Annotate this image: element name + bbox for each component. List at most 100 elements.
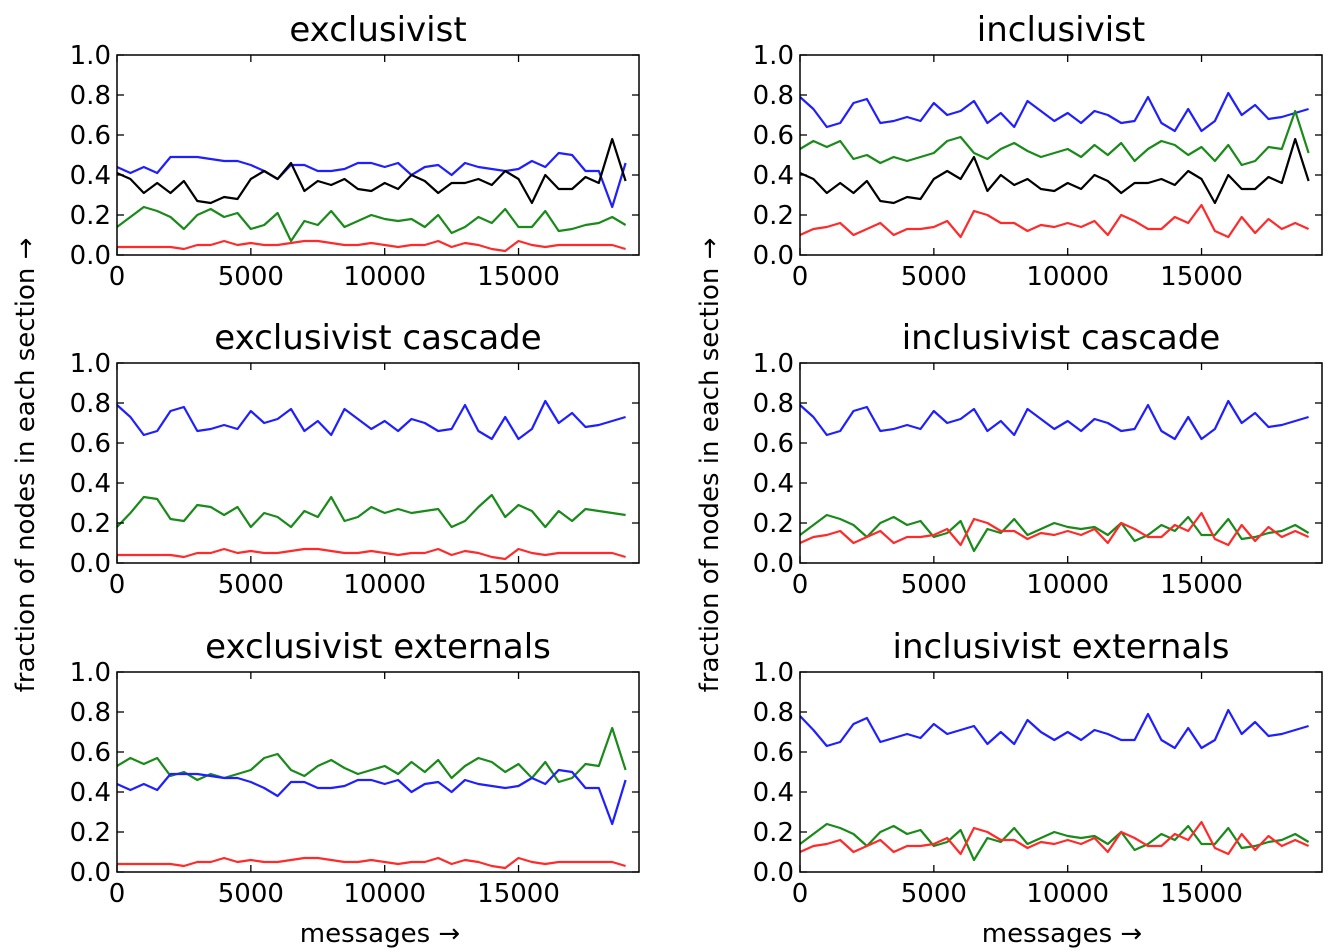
x-tick-label: 0 <box>792 879 809 909</box>
subplot-title: exclusivist externals <box>205 627 551 667</box>
x-tick-label: 5000 <box>901 879 967 909</box>
y-tick-label: 0.0 <box>753 549 794 579</box>
y-tick-label: 0.6 <box>753 429 794 459</box>
y-tick-label: 0.2 <box>70 509 111 539</box>
y-tick-label: 0.8 <box>70 81 111 111</box>
y-tick-label: 0.8 <box>753 81 794 111</box>
x-tick-label: 5000 <box>218 879 284 909</box>
x-tick-label: 10000 <box>343 570 426 600</box>
plot-frame <box>799 54 1323 256</box>
y-tick-label: 1.0 <box>753 41 794 71</box>
x-tick-label: 5000 <box>218 262 284 292</box>
series-line-green <box>116 726 627 784</box>
y-tick-label: 1.0 <box>70 41 111 71</box>
x-tick-label: 10000 <box>1026 262 1109 292</box>
series-line-blue <box>116 399 626 441</box>
x-axis-label-right: messages → <box>982 919 1142 949</box>
subplot-5: exclusivist externals 0.0 0.2 0.4 0.6 0.8 1.0 0… <box>70 627 640 909</box>
x-tick-label: 0 <box>109 570 126 600</box>
series-line-red <box>799 820 1310 856</box>
x-tick-label: 15000 <box>477 879 560 909</box>
series-line-green <box>116 493 626 529</box>
y-tick-label: 0.8 <box>753 698 794 728</box>
x-axis-label-left: messages → <box>300 919 460 949</box>
x-tick-label: 15000 <box>477 262 560 292</box>
plot-frame <box>799 362 1323 564</box>
y-tick-label: 0.2 <box>70 201 111 231</box>
y-tick-label: 0.6 <box>70 429 111 459</box>
subplot-4: inclusivist cascade 0.0 0.2 0.4 0.6 0.8 1.0 0 50… <box>753 318 1323 600</box>
plot-frame <box>116 362 640 564</box>
series-line-blue <box>799 708 1309 750</box>
series-line-black <box>116 137 627 205</box>
y-tick-label: 0.4 <box>753 469 794 499</box>
series-line-red <box>799 203 1310 239</box>
subplot-6: inclusivist externals 0.0 0.2 0.4 0.6 0.8 1.0 0… <box>753 627 1323 909</box>
x-tick-label: 10000 <box>343 262 426 292</box>
y-tick-label: 0.2 <box>70 818 111 848</box>
x-tick-label: 0 <box>109 879 126 909</box>
plot-frame <box>116 54 640 256</box>
y-tick-label: 1.0 <box>70 349 111 379</box>
subplot-title: inclusivist cascade <box>902 318 1221 358</box>
y-tick-label: 0.2 <box>753 201 794 231</box>
y-axis-label-left: fraction of nodes in each section → <box>11 238 41 693</box>
y-tick-label: 0.2 <box>753 818 794 848</box>
y-tick-label: 0.8 <box>70 698 111 728</box>
subplot-title: inclusivist <box>977 10 1145 50</box>
subplot-title: inclusivist externals <box>893 627 1230 667</box>
series-line-blue <box>116 151 627 209</box>
subplot-2: inclusivist 0.0 0.2 0.4 0.6 0.8 1.0 0 5000 10000 1… <box>753 10 1323 292</box>
y-tick-label: 0.4 <box>753 161 794 191</box>
x-tick-label: 5000 <box>901 262 967 292</box>
y-tick-label: 0.0 <box>70 241 111 271</box>
series-line-red <box>117 547 626 561</box>
y-tick-label: 0.4 <box>70 469 111 499</box>
x-tick-label: 0 <box>792 262 809 292</box>
y-tick-label: 1.0 <box>753 349 794 379</box>
y-tick-label: 0.6 <box>753 121 794 151</box>
y-tick-label: 0.0 <box>753 241 794 271</box>
x-tick-label: 15000 <box>1160 262 1243 292</box>
series-line-green <box>799 513 1310 553</box>
series-line-blue <box>799 399 1309 441</box>
y-tick-label: 0.4 <box>753 778 794 808</box>
y-tick-label: 0.0 <box>70 549 111 579</box>
x-tick-label: 10000 <box>1026 879 1109 909</box>
x-tick-label: 15000 <box>1160 879 1243 909</box>
y-tick-label: 0.6 <box>70 738 111 768</box>
series-line-black <box>799 137 1310 205</box>
x-tick-label: 5000 <box>901 570 967 600</box>
y-tick-label: 0.0 <box>70 858 111 888</box>
y-tick-label: 0.0 <box>753 858 794 888</box>
subplot-3: exclusivist cascade 0.0 0.2 0.4 0.6 0.8 1.0 0 50… <box>70 318 640 600</box>
y-tick-label: 0.4 <box>70 778 111 808</box>
y-tick-label: 1.0 <box>753 658 794 688</box>
y-tick-label: 0.2 <box>753 509 794 539</box>
x-tick-label: 0 <box>109 262 126 292</box>
plot-frame <box>116 671 640 873</box>
y-axis-label-right: fraction of nodes in each section → <box>695 238 725 693</box>
y-tick-label: 0.8 <box>753 389 794 419</box>
series-line-green <box>799 109 1310 167</box>
series-line-green <box>799 822 1310 862</box>
x-tick-label: 10000 <box>1026 570 1109 600</box>
subplot-title: exclusivist <box>289 10 466 50</box>
x-tick-label: 15000 <box>477 570 560 600</box>
x-tick-label: 10000 <box>343 879 426 909</box>
x-tick-label: 0 <box>792 570 809 600</box>
series-line-red <box>117 856 626 870</box>
series-line-blue <box>116 768 627 826</box>
x-tick-label: 5000 <box>218 570 284 600</box>
series-line-red <box>799 511 1310 547</box>
y-tick-label: 1.0 <box>70 658 111 688</box>
y-tick-label: 0.6 <box>70 121 111 151</box>
series-line-red <box>117 239 626 253</box>
x-tick-label: 15000 <box>1160 570 1243 600</box>
subplot-1: exclusivist 0.0 0.2 0.4 0.6 0.8 1.0 0 5000 10000 1… <box>70 10 640 292</box>
subplot-grid: exclusivist 0.0 0.2 0.4 0.6 0.8 1.0 0 5000 10000 1… <box>70 10 1323 909</box>
y-tick-label: 0.6 <box>753 738 794 768</box>
subplot-title: exclusivist cascade <box>214 318 541 358</box>
plot-frame <box>799 671 1323 873</box>
